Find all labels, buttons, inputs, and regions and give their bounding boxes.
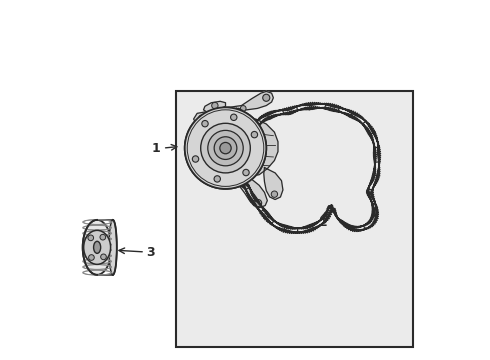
Circle shape <box>100 254 106 260</box>
Circle shape <box>198 115 204 121</box>
Polygon shape <box>194 112 208 124</box>
Circle shape <box>214 137 237 159</box>
Circle shape <box>271 191 278 197</box>
Circle shape <box>214 137 237 159</box>
Circle shape <box>185 107 266 189</box>
Circle shape <box>255 199 262 207</box>
Circle shape <box>202 121 208 127</box>
Circle shape <box>214 176 220 182</box>
Circle shape <box>243 169 249 176</box>
Circle shape <box>251 131 258 138</box>
Circle shape <box>220 143 231 154</box>
Ellipse shape <box>83 220 112 275</box>
Polygon shape <box>264 168 283 199</box>
Circle shape <box>193 156 199 162</box>
Circle shape <box>231 114 237 121</box>
Circle shape <box>240 179 245 185</box>
Circle shape <box>241 105 246 111</box>
Ellipse shape <box>84 230 111 264</box>
Circle shape <box>243 169 249 176</box>
Text: 1: 1 <box>151 141 160 154</box>
Circle shape <box>201 123 250 173</box>
Circle shape <box>251 131 258 138</box>
Text: 2: 2 <box>318 216 327 229</box>
Circle shape <box>220 143 231 154</box>
Text: 3: 3 <box>146 246 154 259</box>
Ellipse shape <box>94 241 100 253</box>
Circle shape <box>231 114 237 121</box>
Polygon shape <box>203 101 225 113</box>
Circle shape <box>212 102 218 109</box>
Circle shape <box>201 123 250 173</box>
Bar <box>176 91 414 347</box>
Circle shape <box>100 234 106 240</box>
Circle shape <box>193 156 199 162</box>
Circle shape <box>208 130 243 166</box>
Polygon shape <box>236 173 268 208</box>
Circle shape <box>88 235 94 241</box>
Circle shape <box>214 176 220 182</box>
Ellipse shape <box>109 220 117 275</box>
Circle shape <box>202 121 208 127</box>
Circle shape <box>185 107 266 189</box>
Polygon shape <box>229 91 273 111</box>
Polygon shape <box>241 119 278 176</box>
Circle shape <box>89 255 94 260</box>
Circle shape <box>263 94 270 101</box>
Circle shape <box>208 130 243 166</box>
